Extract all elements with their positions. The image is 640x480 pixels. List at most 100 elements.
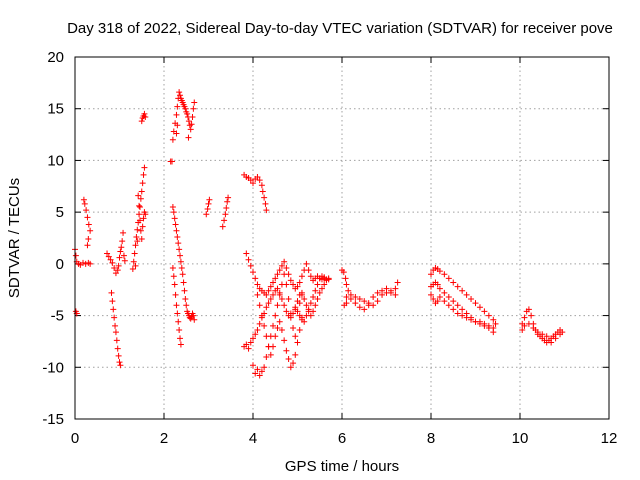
data-point <box>468 296 475 303</box>
data-point <box>272 333 279 340</box>
data-point <box>173 227 180 234</box>
data-point <box>112 270 119 277</box>
data-point <box>181 287 188 294</box>
data-point <box>294 283 301 290</box>
data-point <box>178 264 185 271</box>
data-point <box>185 118 192 125</box>
data-point <box>203 211 210 218</box>
data-point <box>219 223 226 230</box>
data-point <box>305 267 312 274</box>
data-point <box>528 312 535 319</box>
data-point <box>191 316 198 323</box>
data-point <box>110 306 117 313</box>
data-point <box>243 341 250 348</box>
data-point <box>296 300 303 307</box>
data-point <box>263 353 270 360</box>
data-point <box>170 273 177 280</box>
data-point <box>81 200 88 207</box>
data-point <box>109 298 116 305</box>
data-point <box>259 188 266 195</box>
data-point <box>428 291 434 298</box>
x-tick-label: 8 <box>427 430 435 447</box>
data-point <box>222 211 229 218</box>
data-point <box>281 271 288 278</box>
data-point <box>312 287 319 294</box>
data-point <box>265 300 272 307</box>
data-point <box>109 259 116 266</box>
data-point <box>490 316 497 323</box>
y-tick-label: -10 <box>42 359 64 376</box>
data-point <box>267 351 274 358</box>
data-point <box>476 318 483 325</box>
data-point <box>116 254 123 261</box>
data-point <box>361 306 368 313</box>
data-point <box>252 275 259 282</box>
data-point <box>177 341 184 348</box>
data-point <box>173 130 180 137</box>
data-point <box>189 113 196 120</box>
data-point <box>138 236 145 243</box>
data-point <box>325 275 332 282</box>
data-point <box>183 302 190 309</box>
data-point <box>115 352 122 359</box>
data-point <box>543 333 550 340</box>
chart-title: Day 318 of 2022, Sidereal Day-to-day VTE… <box>67 20 613 37</box>
data-point <box>252 331 259 338</box>
data-point <box>250 362 256 369</box>
data-point <box>485 322 492 329</box>
data-point <box>254 281 261 288</box>
x-tick-label: 10 <box>512 430 529 447</box>
data-point <box>225 194 232 201</box>
data-point <box>72 252 79 259</box>
data-point <box>383 285 390 292</box>
data-point <box>450 306 457 313</box>
data-point <box>179 271 186 278</box>
data-point <box>169 158 176 165</box>
data-point <box>250 269 256 276</box>
data-point <box>176 327 183 334</box>
data-point <box>177 92 184 99</box>
data-point <box>454 310 461 317</box>
data-point <box>298 314 305 321</box>
data-point <box>107 256 114 263</box>
data-point <box>133 233 140 240</box>
data-point <box>139 180 146 187</box>
data-point <box>274 324 281 331</box>
data-point <box>173 111 180 118</box>
data-point <box>84 214 91 221</box>
data-point <box>312 302 319 309</box>
data-point <box>134 226 141 233</box>
data-point <box>171 281 178 288</box>
data-point <box>105 253 112 260</box>
y-tick-label: 5 <box>56 204 64 221</box>
data-point <box>298 273 305 280</box>
data-point <box>270 343 277 350</box>
data-point <box>459 287 466 294</box>
data-point <box>256 320 263 327</box>
data-point <box>441 298 448 305</box>
data-point <box>365 302 372 309</box>
data-point <box>481 320 488 327</box>
data-point <box>356 304 363 311</box>
data-point <box>87 260 94 267</box>
y-tick-label: 0 <box>56 256 64 273</box>
data-point <box>310 308 317 315</box>
y-tick-label: -5 <box>51 308 64 325</box>
data-point <box>463 291 470 298</box>
data-point <box>142 211 149 218</box>
data-point <box>182 105 189 112</box>
data-point <box>243 250 250 257</box>
data-point <box>521 322 528 329</box>
data-point <box>205 200 212 207</box>
data-point <box>445 302 452 309</box>
data-point <box>267 296 274 303</box>
data-point <box>169 136 176 143</box>
data-point <box>117 248 124 255</box>
data-point <box>170 209 177 216</box>
data-point <box>468 316 475 323</box>
data-point <box>247 339 254 346</box>
data-point <box>370 293 377 300</box>
data-point <box>258 368 265 375</box>
data-point <box>112 322 119 329</box>
data-point <box>270 322 277 329</box>
